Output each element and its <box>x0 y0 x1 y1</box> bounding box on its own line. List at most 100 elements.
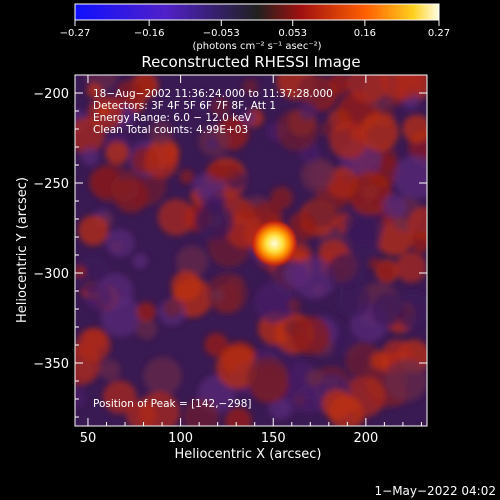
colorbar-unit-label: (photons cm⁻² s⁻¹ asec⁻²) <box>192 41 321 52</box>
emission-texture <box>143 356 182 396</box>
emission-texture <box>195 202 234 241</box>
emission-texture <box>308 161 335 188</box>
emission-texture <box>210 97 231 117</box>
x-tick-label: 150 <box>261 431 286 446</box>
emission-texture <box>410 231 427 253</box>
y-axis-ticks: −200 −250 −300 −350 <box>33 74 427 418</box>
emission-texture <box>329 121 368 160</box>
colorbar-tick-label: −0.27 <box>60 28 91 39</box>
emission-texture <box>370 351 389 370</box>
emission-texture <box>291 316 330 355</box>
x-tick-label: 50 <box>80 431 97 446</box>
y-tick-label: −200 <box>33 87 69 102</box>
peak-position-label: Position of Peak = [142,−298] <box>93 398 252 410</box>
colorbar-tick-label: −0.16 <box>134 28 165 39</box>
heatmap-image <box>75 75 427 426</box>
emission-texture <box>136 302 157 322</box>
emission-texture <box>149 121 173 145</box>
emission-texture <box>382 194 407 219</box>
emission-texture <box>378 262 396 280</box>
colorbar <box>74 3 440 21</box>
y-tick-label: −250 <box>33 177 69 192</box>
colorbar-ticks: −0.27 −0.16 −0.053 0.053 0.16 0.27 <box>60 20 450 39</box>
emission-texture <box>393 155 427 199</box>
emission-texture <box>210 288 225 303</box>
emission-texture <box>345 342 382 379</box>
emission-texture <box>86 83 102 99</box>
emission-texture <box>206 273 248 315</box>
x-axis-ticks: 50 100 150 200 <box>80 75 422 446</box>
emission-texture <box>82 327 107 352</box>
emission-texture <box>192 173 218 198</box>
emission-texture <box>75 265 87 278</box>
emission-texture <box>347 75 389 103</box>
emission-texture <box>183 398 220 426</box>
emission-texture <box>105 140 129 165</box>
emission-texture <box>297 75 333 109</box>
y-axis-label: Heliocentric Y (arcsec) <box>15 177 30 323</box>
emission-texture <box>276 109 319 151</box>
annotation-block: 18−Aug−2002 11:36:24.000 to 11:37:28.000… <box>93 88 333 136</box>
emission-texture <box>287 298 301 312</box>
emission-texture <box>176 245 208 278</box>
emission-texture <box>204 332 229 357</box>
emission-texture <box>321 389 353 420</box>
emission-texture <box>239 202 257 220</box>
colorbar-tick-label: 0.27 <box>428 28 450 39</box>
emission-texture <box>343 220 381 258</box>
emission-texture <box>371 293 406 327</box>
footer-timestamp: 1−May−2022 04:02 <box>375 484 497 498</box>
emission-texture <box>298 102 317 120</box>
emission-texture <box>206 137 219 150</box>
emission-texture <box>114 178 149 213</box>
emission-texture <box>85 285 112 311</box>
y-tick-label: −350 <box>33 357 69 372</box>
annotation-line: 18−Aug−2002 11:36:24.000 to 11:37:28.000 <box>93 88 333 100</box>
emission-texture <box>135 318 158 340</box>
colorbar-tick-label: 0.16 <box>354 28 376 39</box>
chart-title: Reconstructed RHESSI Image <box>141 53 360 71</box>
emission-texture <box>384 358 427 402</box>
colorbar-tick-label: 0.053 <box>278 28 307 39</box>
emission-texture <box>89 166 121 199</box>
colorbar-tick-label: −0.053 <box>203 28 240 39</box>
emission-texture <box>328 75 351 95</box>
emission-texture <box>247 356 289 398</box>
annotation-line: Energy Range: 6.0 − 12.0 keV <box>93 112 252 124</box>
emission-texture <box>348 171 392 216</box>
emission-texture <box>157 198 195 236</box>
emission-texture <box>97 103 111 117</box>
emission-texture <box>189 91 213 115</box>
emission-texture <box>115 80 144 108</box>
emission-texture <box>179 169 194 184</box>
emission-texture <box>359 112 399 152</box>
emission-texture <box>242 78 259 95</box>
emission-texture <box>99 359 121 381</box>
emission-texture <box>75 344 101 386</box>
emission-texture <box>293 257 336 300</box>
emission-texture <box>80 147 100 166</box>
emission-texture <box>102 380 137 414</box>
emission-texture <box>254 282 296 323</box>
emission-texture <box>163 299 182 318</box>
emission-texture <box>327 253 366 292</box>
emission-texture <box>305 368 324 387</box>
emission-texture <box>223 163 241 181</box>
x-tick-label: 200 <box>353 431 378 446</box>
emission-texture <box>395 251 427 283</box>
emission-texture <box>138 391 180 426</box>
peak-source <box>250 219 299 268</box>
emission-texture <box>132 253 148 269</box>
emission-texture <box>78 215 109 246</box>
emission-texture <box>137 77 155 95</box>
emission-texture <box>380 75 423 101</box>
emission-texture <box>408 206 427 241</box>
emission-texture <box>225 407 252 426</box>
emission-texture <box>268 397 291 420</box>
emission-texture <box>395 291 427 327</box>
emission-texture <box>241 110 257 125</box>
emission-texture <box>75 387 86 409</box>
plot-frame <box>74 74 428 427</box>
emission-texture <box>143 143 179 179</box>
